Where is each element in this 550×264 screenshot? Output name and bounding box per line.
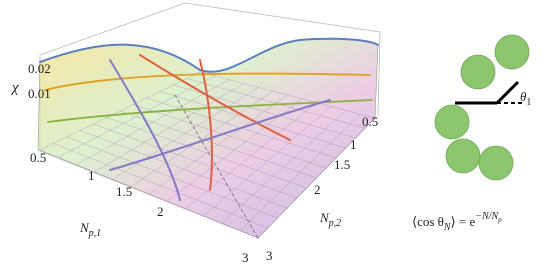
curve	[109, 99, 331, 171]
curve	[39, 37, 379, 73]
x-tick-label: 3	[242, 250, 249, 264]
eq-exponent-sub: p	[497, 216, 502, 224]
x-tick-label: 2	[157, 204, 164, 219]
bead	[434, 104, 470, 140]
y-tick-label: 3	[266, 248, 273, 263]
eq-exponent: −N/N	[475, 211, 499, 222]
curve	[199, 59, 213, 191]
curve	[44, 72, 371, 91]
chain-diagram	[434, 34, 530, 181]
eq-middle: ⟩ = e	[451, 214, 476, 229]
x-label-symbol: N	[79, 220, 90, 235]
eq-left: ⟨cos θ	[412, 214, 444, 229]
angle-label: θ1	[520, 89, 531, 108]
curve	[47, 99, 373, 123]
diagonal	[174, 94, 259, 239]
x-label-subscript: p,1	[88, 228, 102, 239]
y-tick-label: 1.5	[334, 157, 350, 172]
angle-subscript: 1	[526, 97, 531, 108]
bead	[460, 54, 496, 90]
grid-line	[199, 71, 376, 119]
bond	[495, 80, 520, 105]
bead	[445, 138, 481, 174]
curve	[109, 59, 181, 201]
bead	[494, 34, 530, 70]
x-tick-label: 1.5	[116, 184, 132, 199]
z-tick-label: 0.02	[28, 61, 51, 76]
z-label: χ	[10, 80, 19, 96]
y-tick-label: 1	[350, 137, 357, 152]
y-label: Np,2	[319, 210, 341, 229]
x-tick-label: 0.5	[30, 150, 46, 165]
equation: ⟨cos θN⟩ = e−N/Np	[412, 211, 502, 233]
y-label-symbol: N	[319, 210, 330, 225]
grid-line	[239, 113, 361, 231]
eq-left-sub: N	[443, 222, 452, 233]
y-label-subscript: p,2	[328, 218, 342, 229]
x-label: Np,1	[79, 220, 101, 239]
bead	[478, 145, 514, 181]
y-tick-label: 0.5	[362, 114, 378, 129]
x-tick-label: 1	[88, 168, 95, 183]
y-tick-label: 2	[314, 182, 321, 197]
grid-line	[186, 78, 366, 129]
z-tick-label: 0.01	[28, 86, 51, 101]
angle-symbol: θ	[520, 89, 527, 104]
grid-line	[257, 117, 376, 239]
